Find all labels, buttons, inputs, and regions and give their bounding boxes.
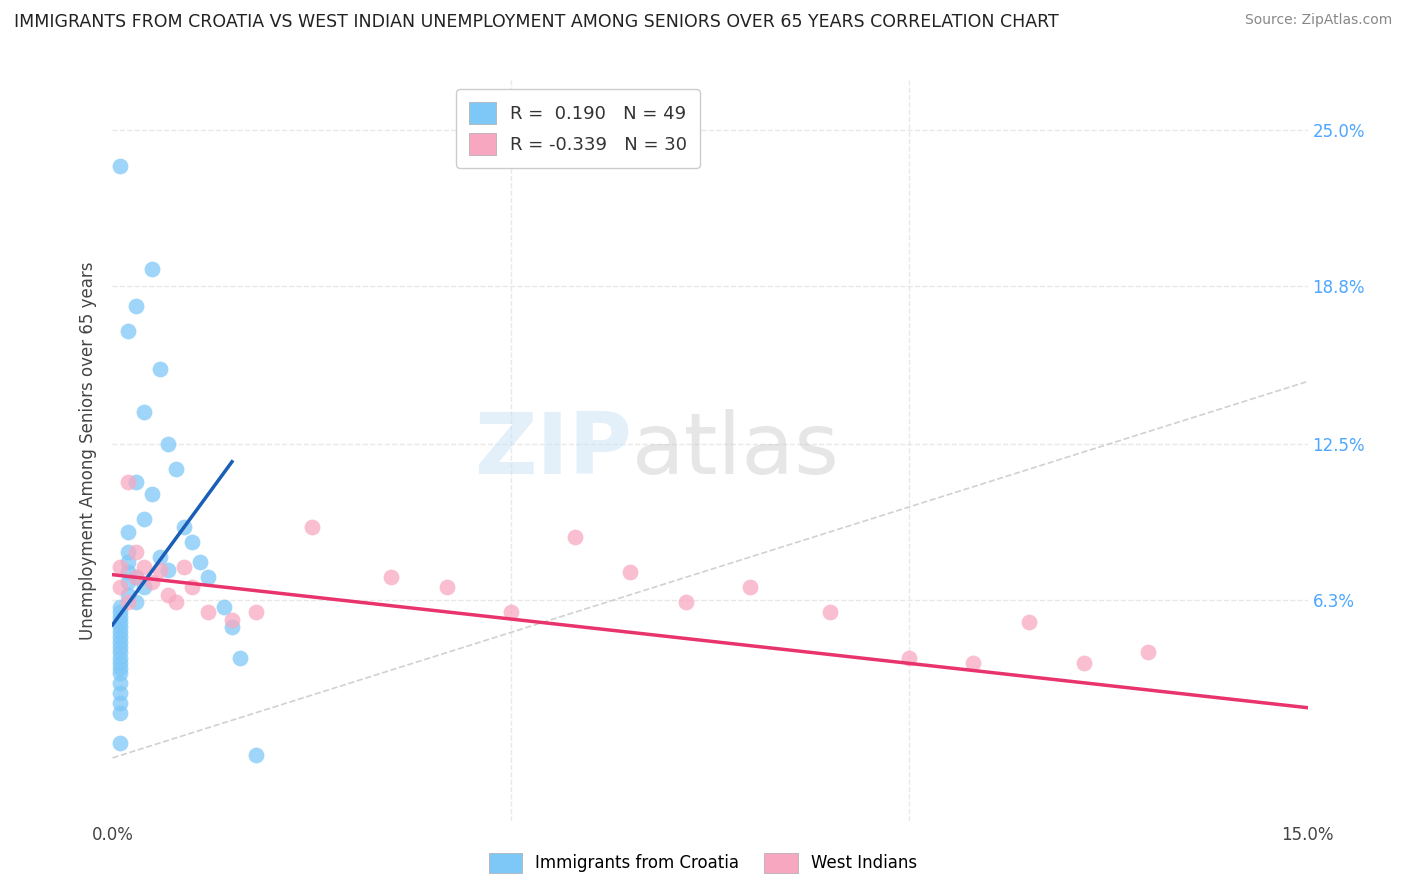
Point bbox=[675, 595, 697, 609]
Point bbox=[157, 563, 180, 577]
Point bbox=[110, 631, 132, 645]
Point bbox=[1018, 615, 1040, 630]
Point bbox=[149, 362, 172, 376]
Point bbox=[229, 650, 252, 665]
Text: IMMIGRANTS FROM CROATIA VS WEST INDIAN UNEMPLOYMENT AMONG SENIORS OVER 65 YEARS : IMMIGRANTS FROM CROATIA VS WEST INDIAN U… bbox=[14, 13, 1059, 31]
Point bbox=[619, 565, 641, 579]
Point bbox=[117, 524, 139, 539]
Point bbox=[117, 545, 139, 559]
Point bbox=[125, 570, 148, 584]
Point bbox=[380, 570, 402, 584]
Point bbox=[110, 645, 132, 659]
Point bbox=[564, 530, 586, 544]
Point bbox=[197, 570, 219, 584]
Point bbox=[110, 580, 132, 594]
Point bbox=[110, 159, 132, 173]
Point bbox=[117, 595, 139, 609]
Point bbox=[898, 650, 921, 665]
Point bbox=[110, 706, 132, 720]
Point bbox=[149, 563, 172, 577]
Point bbox=[134, 580, 156, 594]
Point bbox=[436, 580, 458, 594]
Point bbox=[110, 665, 132, 680]
Legend: R =  0.190   N = 49, R = -0.339   N = 30: R = 0.190 N = 49, R = -0.339 N = 30 bbox=[456, 89, 700, 168]
Point bbox=[134, 404, 156, 418]
Point bbox=[110, 660, 132, 674]
Legend: Immigrants from Croatia, West Indians: Immigrants from Croatia, West Indians bbox=[482, 847, 924, 880]
Point bbox=[110, 605, 132, 619]
Point bbox=[149, 550, 172, 565]
Text: atlas: atlas bbox=[633, 409, 841, 492]
Point bbox=[221, 613, 243, 627]
Point bbox=[110, 600, 132, 615]
Point bbox=[173, 520, 195, 534]
Point bbox=[245, 748, 267, 763]
Point bbox=[110, 560, 132, 574]
Point bbox=[165, 595, 187, 609]
Text: ZIP: ZIP bbox=[475, 409, 633, 492]
Point bbox=[141, 487, 163, 501]
Point bbox=[117, 565, 139, 579]
Point bbox=[110, 686, 132, 700]
Point bbox=[157, 437, 180, 451]
Point bbox=[962, 656, 984, 670]
Point bbox=[301, 520, 323, 534]
Point bbox=[134, 512, 156, 526]
Point bbox=[181, 535, 204, 549]
Point bbox=[117, 588, 139, 602]
Point bbox=[141, 575, 163, 590]
Point bbox=[125, 299, 148, 313]
Point bbox=[165, 462, 187, 476]
Point bbox=[110, 696, 132, 710]
Point bbox=[1073, 656, 1095, 670]
Point bbox=[117, 575, 139, 590]
Point bbox=[141, 261, 163, 276]
Point bbox=[117, 555, 139, 569]
Point bbox=[738, 580, 761, 594]
Point bbox=[197, 605, 219, 619]
Point bbox=[110, 656, 132, 670]
Y-axis label: Unemployment Among Seniors over 65 years: Unemployment Among Seniors over 65 years bbox=[79, 261, 97, 640]
Point bbox=[110, 635, 132, 649]
Point bbox=[125, 570, 148, 584]
Point bbox=[188, 555, 211, 569]
Point bbox=[117, 324, 139, 338]
Point bbox=[125, 475, 148, 489]
Point bbox=[110, 675, 132, 690]
Point bbox=[157, 588, 180, 602]
Point bbox=[245, 605, 267, 619]
Point bbox=[134, 560, 156, 574]
Point bbox=[181, 580, 204, 594]
Point bbox=[1137, 645, 1160, 659]
Point bbox=[110, 610, 132, 624]
Point bbox=[125, 595, 148, 609]
Point bbox=[110, 736, 132, 750]
Point bbox=[110, 620, 132, 634]
Point bbox=[110, 640, 132, 655]
Point bbox=[212, 600, 235, 615]
Point bbox=[221, 620, 243, 634]
Point bbox=[110, 650, 132, 665]
Point bbox=[499, 605, 522, 619]
Point bbox=[818, 605, 841, 619]
Point bbox=[125, 545, 148, 559]
Point bbox=[110, 625, 132, 640]
Text: Source: ZipAtlas.com: Source: ZipAtlas.com bbox=[1244, 13, 1392, 28]
Point bbox=[117, 475, 139, 489]
Point bbox=[173, 560, 195, 574]
Point bbox=[110, 615, 132, 630]
